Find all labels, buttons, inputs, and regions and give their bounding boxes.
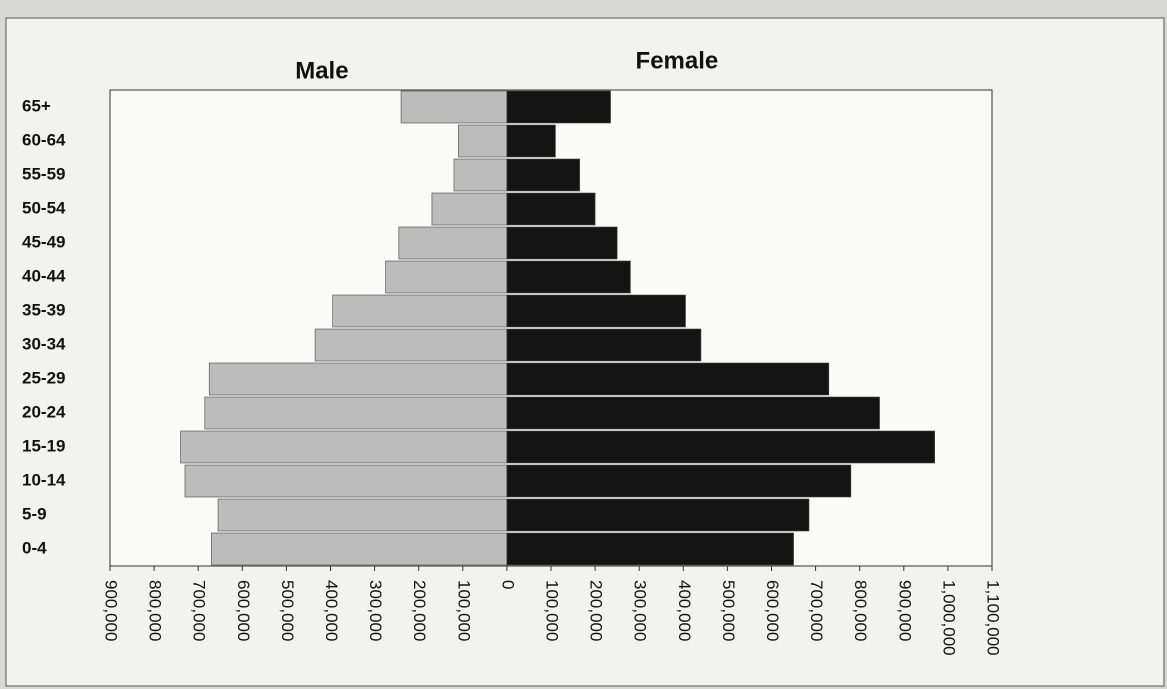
legend-label: Female (636, 47, 719, 74)
x-tick-label: 300,000 (631, 580, 650, 641)
x-tick-label: 800,000 (146, 580, 165, 641)
bar (211, 532, 508, 566)
legend-label: Male (295, 57, 348, 84)
x-tick-label: 200,000 (587, 580, 606, 641)
x-tick-label: 700,000 (190, 580, 209, 641)
y-tick-label: 0-4 (22, 538, 47, 557)
y-tick-label: 45-49 (22, 232, 65, 251)
bar (314, 328, 508, 362)
bar (506, 294, 686, 328)
y-tick-label: 25-29 (22, 368, 65, 387)
x-tick-label: 700,000 (807, 580, 826, 641)
x-tick-label: 100,000 (454, 580, 473, 641)
bar (506, 362, 830, 396)
bar (506, 498, 810, 532)
bar (204, 396, 508, 430)
bar (208, 362, 508, 396)
y-tick-label: 30-34 (22, 334, 66, 353)
bar (506, 396, 880, 430)
x-tick-label: 400,000 (322, 580, 341, 641)
x-tick-label: 1,100,000 (984, 580, 1003, 656)
y-tick-label: 65+ (22, 96, 51, 115)
bar (184, 464, 508, 498)
x-tick-label: 800,000 (851, 580, 870, 641)
bar (506, 192, 596, 226)
bar (506, 226, 618, 260)
bar (506, 124, 556, 158)
bar (506, 464, 852, 498)
y-tick-label: 40-44 (22, 266, 66, 285)
x-tick-label: 900,000 (102, 580, 121, 641)
x-tick-label: 200,000 (410, 580, 429, 641)
y-tick-label: 20-24 (22, 402, 66, 421)
y-tick-label: 60-64 (22, 130, 66, 149)
y-tick-label: 10-14 (22, 470, 66, 489)
bar (458, 124, 508, 158)
x-tick-label: 400,000 (675, 580, 694, 641)
bar (453, 158, 508, 192)
x-tick-label: 1,000,000 (939, 580, 958, 656)
bar (217, 498, 508, 532)
bar (385, 260, 508, 294)
bar (506, 532, 794, 566)
x-tick-label: 300,000 (366, 580, 385, 641)
x-tick-label: 500,000 (719, 580, 738, 641)
bar (506, 328, 702, 362)
x-tick-label: 600,000 (234, 580, 253, 641)
y-tick-label: 5-9 (22, 504, 47, 523)
x-tick-label: 600,000 (763, 580, 782, 641)
bar (398, 226, 508, 260)
y-tick-label: 35-39 (22, 300, 65, 319)
bar (506, 158, 580, 192)
bar (506, 260, 631, 294)
bar (506, 90, 611, 124)
y-tick-label: 50-54 (22, 198, 66, 217)
bar (400, 90, 508, 124)
bar (332, 294, 508, 328)
y-tick-label: 55-59 (22, 164, 65, 183)
x-tick-label: 100,000 (543, 580, 562, 641)
bar (431, 192, 508, 226)
bar (180, 430, 508, 464)
x-tick-label: 900,000 (895, 580, 914, 641)
x-tick-label: 0 (498, 580, 517, 589)
bar (506, 430, 935, 464)
x-tick-label: 500,000 (278, 580, 297, 641)
y-tick-label: 15-19 (22, 436, 65, 455)
